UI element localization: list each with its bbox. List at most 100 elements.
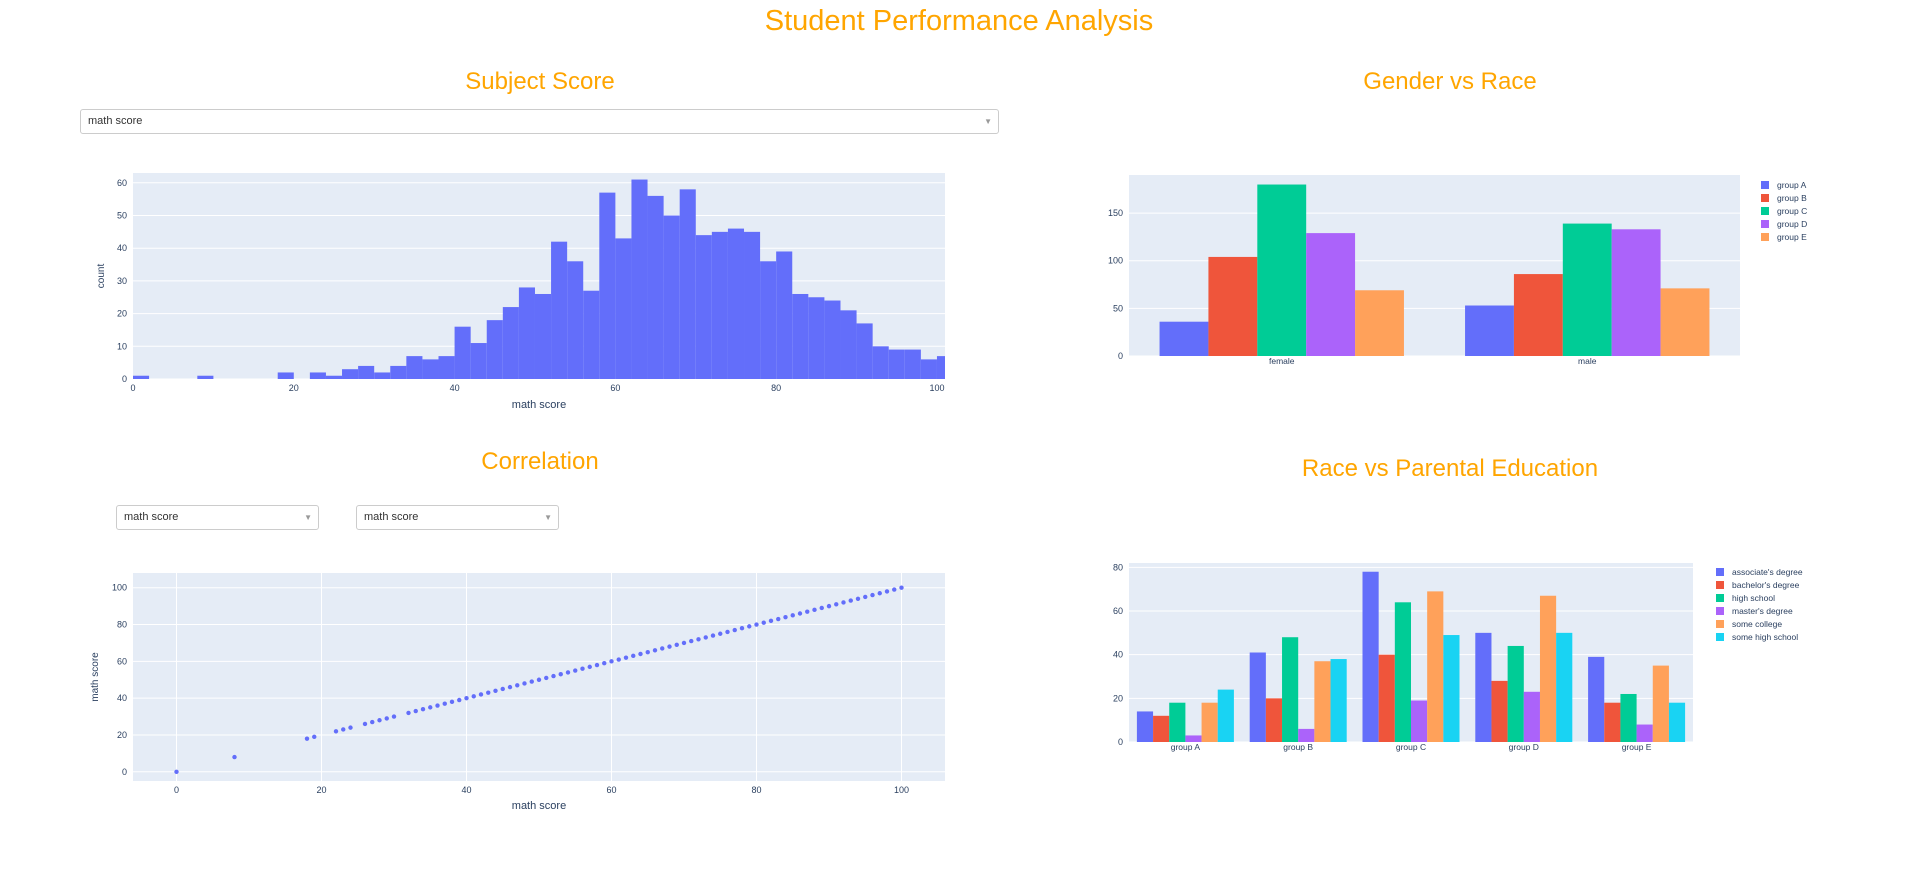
- histogram-bar: [583, 290, 600, 379]
- histogram-bar: [133, 375, 150, 379]
- race-education-legend-swatch: [1716, 607, 1724, 615]
- race-education-bar: [1136, 711, 1154, 742]
- scatter-point: [689, 638, 694, 644]
- histogram-y-tick-label: 40: [117, 243, 127, 253]
- histogram-bar: [518, 287, 535, 379]
- scatter-point: [493, 688, 498, 694]
- correlation-y-dropdown[interactable]: math score ▼: [356, 505, 559, 530]
- scatter-point: [819, 605, 824, 611]
- histogram-bar: [904, 349, 921, 379]
- race-education-legend-entry: bachelor's degree: [1732, 580, 1800, 590]
- scatter-point: [761, 620, 766, 625]
- race-education-bar: [1169, 702, 1186, 742]
- race-education-bar: [1507, 645, 1524, 742]
- scatter-point: [391, 714, 397, 719]
- race-education-legend-swatch: [1716, 620, 1724, 628]
- scatter-point: [696, 637, 701, 642]
- histogram-x-tick-label: 100: [929, 383, 944, 393]
- histogram-bar: [920, 359, 937, 379]
- scatter-point: [703, 635, 708, 640]
- scatter-x-tick-label: 40: [461, 785, 471, 795]
- race-education-legend-swatch: [1716, 568, 1724, 576]
- scatter-point: [884, 589, 890, 594]
- scatter-point: [652, 648, 658, 653]
- gender-race-legend-entry: group C: [1777, 206, 1807, 216]
- chevron-down-icon[interactable]: ▼: [304, 513, 312, 522]
- race-education-bar: [1298, 728, 1315, 742]
- gender-race-legend-swatch: [1761, 233, 1769, 241]
- chevron-down-icon[interactable]: ▼: [544, 513, 552, 522]
- gender-race-legend-entry: group D: [1777, 219, 1807, 229]
- scatter-point: [413, 708, 418, 714]
- scatter-point: [645, 649, 650, 655]
- scatter-point: [877, 591, 882, 596]
- histogram-bar: [856, 323, 873, 379]
- race-education-bar: [1378, 654, 1395, 742]
- histogram-bar: [309, 372, 326, 379]
- scatter-point: [464, 695, 469, 701]
- histogram-x-tick-label: 80: [771, 383, 781, 393]
- histogram-bar: [615, 238, 632, 379]
- correlation-x-value: math score: [124, 511, 179, 523]
- race-education-bar: [1652, 665, 1669, 742]
- race-education-legend-entry: some college: [1732, 619, 1782, 629]
- race-education-category-label: group E: [1622, 742, 1652, 752]
- scatter-point: [631, 653, 636, 659]
- race-education-y-tick-label: 80: [1113, 562, 1123, 572]
- histogram-bar: [888, 349, 905, 379]
- histogram-bar: [792, 293, 809, 379]
- scatter-point: [435, 703, 440, 708]
- histogram-bar: [486, 320, 503, 379]
- scatter-point: [573, 668, 578, 673]
- scatter-point: [348, 725, 353, 730]
- page-title: Student Performance Analysis: [764, 5, 1154, 37]
- histogram-bar: [599, 192, 616, 379]
- scatter-x-tick-label: 60: [606, 785, 616, 795]
- gender-race-bar: [1465, 305, 1514, 356]
- histogram-bar: [325, 375, 343, 379]
- scatter-point: [616, 657, 621, 662]
- race-education-bar: [1588, 656, 1605, 742]
- race-education-bar: [1362, 571, 1379, 742]
- histogram-bar: [567, 261, 584, 379]
- race-education-bar: [1427, 591, 1444, 742]
- gender-race-y-tick-label: 0: [1118, 351, 1123, 361]
- gender-race-legend-swatch: [1761, 194, 1769, 202]
- scatter-point: [304, 736, 310, 741]
- gender-race-legend-entry: group B: [1777, 193, 1807, 203]
- histogram-bar: [936, 356, 945, 379]
- scatter-point: [609, 659, 614, 664]
- race-education-legend-entry: associate's degree: [1732, 567, 1803, 577]
- race-education-bar: [1217, 689, 1234, 742]
- race-education-bar: [1443, 635, 1460, 742]
- histogram-bar: [197, 375, 214, 379]
- scatter-point: [522, 681, 527, 686]
- scatter-point: [754, 622, 759, 627]
- scatter-point: [768, 618, 774, 624]
- race-education-bar: [1265, 698, 1283, 742]
- scatter-point: [797, 611, 803, 616]
- subject-dropdown[interactable]: math score ▼: [80, 109, 999, 134]
- histogram-bar: [744, 231, 761, 379]
- race-education-bar: [1620, 693, 1637, 742]
- histogram-x-tick-label: 40: [450, 383, 460, 393]
- histogram-bar: [454, 326, 471, 379]
- histogram-bar: [760, 261, 777, 379]
- gender-race-bar: [1355, 290, 1404, 356]
- gender-race-y-tick-label: 100: [1108, 256, 1123, 266]
- race-education-bar: [1394, 602, 1411, 742]
- gender-race-legend-swatch: [1761, 207, 1769, 215]
- scatter-point: [725, 629, 730, 635]
- gender-race-bar: [1513, 274, 1563, 356]
- scatter-point: [565, 670, 571, 675]
- race-education-y-tick-label: 60: [1113, 606, 1123, 616]
- scatter-point: [232, 754, 237, 760]
- race-education-bar: [1475, 632, 1492, 742]
- scatter-point: [370, 719, 375, 725]
- scatter-point: [667, 644, 672, 649]
- correlation-x-dropdown[interactable]: math score ▼: [116, 505, 319, 530]
- chevron-down-icon[interactable]: ▼: [984, 117, 992, 126]
- scatter-point: [892, 587, 897, 592]
- histogram-bar: [374, 372, 391, 379]
